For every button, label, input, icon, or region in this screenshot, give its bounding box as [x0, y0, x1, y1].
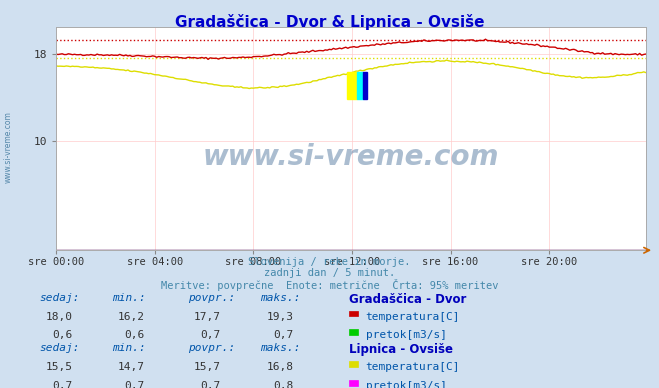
Text: 0,7: 0,7	[273, 330, 293, 340]
Text: 0,7: 0,7	[125, 381, 145, 388]
Text: povpr.:: povpr.:	[188, 343, 235, 353]
Text: temperatura[C]: temperatura[C]	[366, 362, 460, 372]
Text: 16,2: 16,2	[118, 312, 145, 322]
Text: povpr.:: povpr.:	[188, 293, 235, 303]
Text: 0,7: 0,7	[200, 330, 221, 340]
FancyBboxPatch shape	[363, 72, 368, 99]
Text: 0,7: 0,7	[52, 381, 72, 388]
Text: 0,7: 0,7	[200, 381, 221, 388]
Text: Gradaščica - Dvor & Lipnica - Ovsiše: Gradaščica - Dvor & Lipnica - Ovsiše	[175, 14, 484, 29]
Text: zadnji dan / 5 minut.: zadnji dan / 5 minut.	[264, 268, 395, 278]
Text: 15,7: 15,7	[194, 362, 221, 372]
Text: min.:: min.:	[112, 343, 146, 353]
Text: pretok[m3/s]: pretok[m3/s]	[366, 330, 447, 340]
Text: www.si-vreme.com: www.si-vreme.com	[203, 142, 499, 171]
Text: Slovenija / reke in morje.: Slovenija / reke in morje.	[248, 257, 411, 267]
Text: pretok[m3/s]: pretok[m3/s]	[366, 381, 447, 388]
Text: Meritve: povprečne  Enote: metrične  Črta: 95% meritev: Meritve: povprečne Enote: metrične Črta:…	[161, 279, 498, 291]
Text: sedaj:: sedaj:	[40, 343, 80, 353]
Text: 19,3: 19,3	[266, 312, 293, 322]
Text: 14,7: 14,7	[118, 362, 145, 372]
Text: 17,7: 17,7	[194, 312, 221, 322]
Text: 0,8: 0,8	[273, 381, 293, 388]
Text: maks.:: maks.:	[260, 293, 301, 303]
Text: temperatura[C]: temperatura[C]	[366, 312, 460, 322]
Text: sedaj:: sedaj:	[40, 293, 80, 303]
FancyBboxPatch shape	[347, 72, 357, 99]
Text: Lipnica - Ovsiše: Lipnica - Ovsiše	[349, 343, 453, 357]
Text: 15,5: 15,5	[45, 362, 72, 372]
Text: maks.:: maks.:	[260, 343, 301, 353]
Text: min.:: min.:	[112, 293, 146, 303]
FancyBboxPatch shape	[357, 72, 363, 99]
Text: Gradaščica - Dvor: Gradaščica - Dvor	[349, 293, 467, 306]
Text: 18,0: 18,0	[45, 312, 72, 322]
Text: 16,8: 16,8	[266, 362, 293, 372]
Text: 0,6: 0,6	[125, 330, 145, 340]
Text: www.si-vreme.com: www.si-vreme.com	[3, 111, 13, 184]
Text: 0,6: 0,6	[52, 330, 72, 340]
